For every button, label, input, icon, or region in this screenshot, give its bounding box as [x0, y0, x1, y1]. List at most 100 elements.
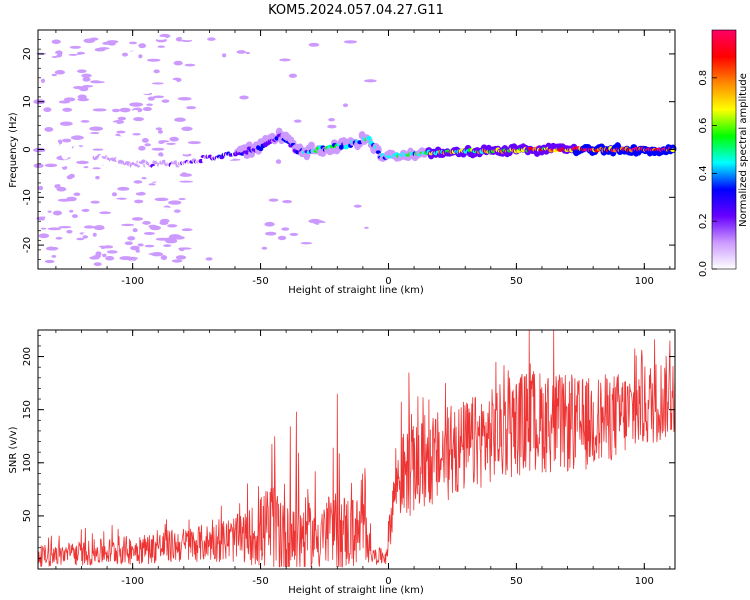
- spectral-speckle: [174, 117, 186, 122]
- spectral-speckle: [40, 78, 46, 84]
- spectral-speckle: [87, 210, 98, 216]
- spectral-speckle: [71, 214, 78, 219]
- spectral-speckle: [175, 217, 187, 221]
- spectral-speckle: [52, 53, 58, 56]
- ridge-halo: [307, 141, 315, 149]
- spectral-speckle: [138, 43, 147, 49]
- spectral-speckle: [199, 136, 205, 142]
- spectral-speckle: [131, 189, 142, 193]
- spectral-speckle: [47, 210, 52, 213]
- ridge-halo: [151, 165, 159, 173]
- spectral-speckle: [142, 220, 151, 225]
- spectral-speckle: [158, 152, 164, 157]
- spectral-speckle: [46, 164, 54, 167]
- spectral-speckle: [205, 257, 213, 261]
- spectral-speckle: [50, 95, 62, 101]
- ridge-core: [375, 150, 381, 155]
- spectral-speckle: [181, 136, 187, 141]
- spectral-speckle: [45, 182, 59, 185]
- spectral-speckle: [133, 117, 144, 122]
- spectral-speckle: [155, 127, 163, 131]
- spectrogram-y-label: Frequency (Hz): [8, 112, 19, 188]
- spectral-speckle: [236, 60, 244, 63]
- spectral-speckle: [285, 164, 299, 169]
- spectral-speckle: [134, 240, 149, 244]
- spectral-speckle: [157, 188, 163, 193]
- spectral-speckle: [51, 39, 61, 45]
- spectral-speckle: [78, 86, 89, 92]
- spectral-speckle: [131, 135, 139, 139]
- spectral-speckle: [102, 104, 113, 109]
- spectral-speckle: [154, 36, 167, 40]
- spectral-speckle: [106, 250, 118, 254]
- spectral-speckle: [175, 37, 183, 42]
- spectral-speckle: [144, 111, 152, 115]
- spectral-speckle: [81, 208, 90, 213]
- spectral-speckle: [90, 200, 100, 204]
- spectral-speckle: [121, 52, 129, 57]
- ridge-halo: [130, 164, 138, 174]
- spectral-speckle: [113, 72, 119, 77]
- spectral-speckle: [89, 37, 99, 41]
- spectral-speckle: [117, 186, 130, 191]
- spectral-speckle: [40, 227, 47, 230]
- spectral-speckle: [119, 107, 131, 113]
- spectral-speckle: [215, 142, 223, 145]
- ridge-core: [258, 146, 264, 152]
- spectral-speckle: [55, 236, 63, 240]
- spectral-speckle: [171, 259, 183, 263]
- spectral-speckle: [63, 97, 76, 102]
- x-tick-label: 0: [385, 276, 391, 287]
- spectral-speckle: [105, 256, 115, 261]
- spectral-speckle: [245, 51, 250, 55]
- spectral-speckle: [145, 45, 157, 50]
- spectral-speckle: [259, 131, 271, 136]
- spectral-speckle: [54, 183, 61, 189]
- spectral-speckle: [44, 259, 55, 264]
- spectral-speckle: [275, 159, 282, 164]
- spectral-speckle: [289, 232, 299, 237]
- spectral-speckle: [69, 49, 75, 55]
- y-tick-label: 200: [22, 347, 33, 366]
- spectral-speckle: [83, 166, 89, 169]
- spectral-speckle: [150, 123, 156, 126]
- spectral-speckle: [138, 54, 143, 59]
- spectral-speckle: [181, 126, 193, 131]
- spectral-speckle: [68, 173, 75, 179]
- spectral-speckle: [148, 252, 162, 256]
- spectral-speckle: [103, 223, 110, 229]
- x-tick-label: -50: [252, 276, 268, 287]
- spectral-speckle: [50, 168, 62, 172]
- spectral-speckle: [141, 130, 150, 134]
- spectral-speckle: [132, 64, 147, 68]
- figure-title: KOM5.2024.057.04.27.G11: [268, 3, 444, 18]
- spectral-speckle: [178, 83, 186, 87]
- spectral-speckle: [282, 200, 293, 204]
- spectral-speckle: [36, 221, 43, 226]
- spectral-speckle: [162, 44, 173, 48]
- colorbar-ticks: 0.0 0.2 0.4 0.6 0.8: [698, 70, 717, 277]
- spectral-speckle: [175, 255, 187, 260]
- spectral-speckle: [142, 106, 152, 112]
- spectral-speckle: [148, 224, 158, 228]
- spectral-speckle: [45, 246, 59, 251]
- spectral-speckle: [51, 73, 57, 77]
- spectral-speckle: [138, 145, 146, 151]
- x-tick-label: 100: [635, 576, 654, 587]
- colorbar-tick-label: 0.0: [698, 261, 709, 277]
- spectral-speckle: [158, 207, 172, 210]
- spectral-speckle: [364, 79, 377, 83]
- spectral-speckle: [111, 108, 121, 113]
- spectral-speckle: [180, 172, 188, 177]
- spectral-speckle: [98, 199, 113, 205]
- spectral-speckle: [39, 229, 50, 232]
- spectral-speckle: [95, 94, 108, 98]
- spectral-speckle: [81, 73, 92, 78]
- spectral-speckle: [137, 243, 144, 247]
- spectral-speckle: [169, 136, 179, 142]
- spectral-speckle: [158, 141, 165, 144]
- spectral-speckle: [208, 140, 213, 143]
- spectral-speckle: [330, 134, 345, 138]
